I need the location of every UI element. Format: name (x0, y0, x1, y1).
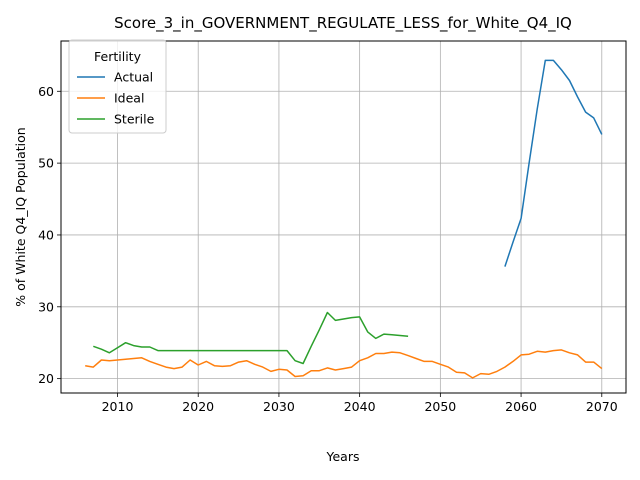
y-tick-label: 50 (38, 156, 54, 171)
x-tick-label: 2040 (344, 399, 376, 414)
legend-entry-ideal: Ideal (114, 91, 144, 106)
x-axis-label: Years (326, 449, 360, 464)
x-tick-label: 2030 (263, 399, 295, 414)
chart-title: Score_3_in_GOVERNMENT_REGULATE_LESS_for_… (114, 14, 572, 33)
legend-entry-actual: Actual (114, 70, 153, 85)
y-tick-label: 20 (38, 371, 54, 386)
y-tick-label: 30 (38, 299, 54, 314)
x-tick-label: 2020 (182, 399, 214, 414)
x-tick-label: 2070 (586, 399, 618, 414)
grid-lines (61, 41, 626, 393)
y-axis-label: % of White Q4_IQ Population (13, 127, 28, 306)
legend: Fertility Actual Ideal Sterile (68, 39, 167, 134)
x-tick-label: 2010 (102, 399, 134, 414)
y-tick-label: 40 (38, 227, 54, 242)
x-tick-label: 2060 (505, 399, 537, 414)
y-tick-label: 60 (38, 84, 54, 99)
legend-title: Fertility (94, 49, 142, 64)
legend-entry-sterile: Sterile (114, 112, 155, 127)
series-line-actual (504, 59, 603, 267)
x-tick-label: 2050 (424, 399, 456, 414)
series-line-ideal (85, 349, 603, 379)
legend-frame (68, 39, 167, 134)
series-lines (85, 59, 603, 379)
plot-area-frame (60, 40, 627, 394)
series-line-sterile (93, 311, 409, 365)
